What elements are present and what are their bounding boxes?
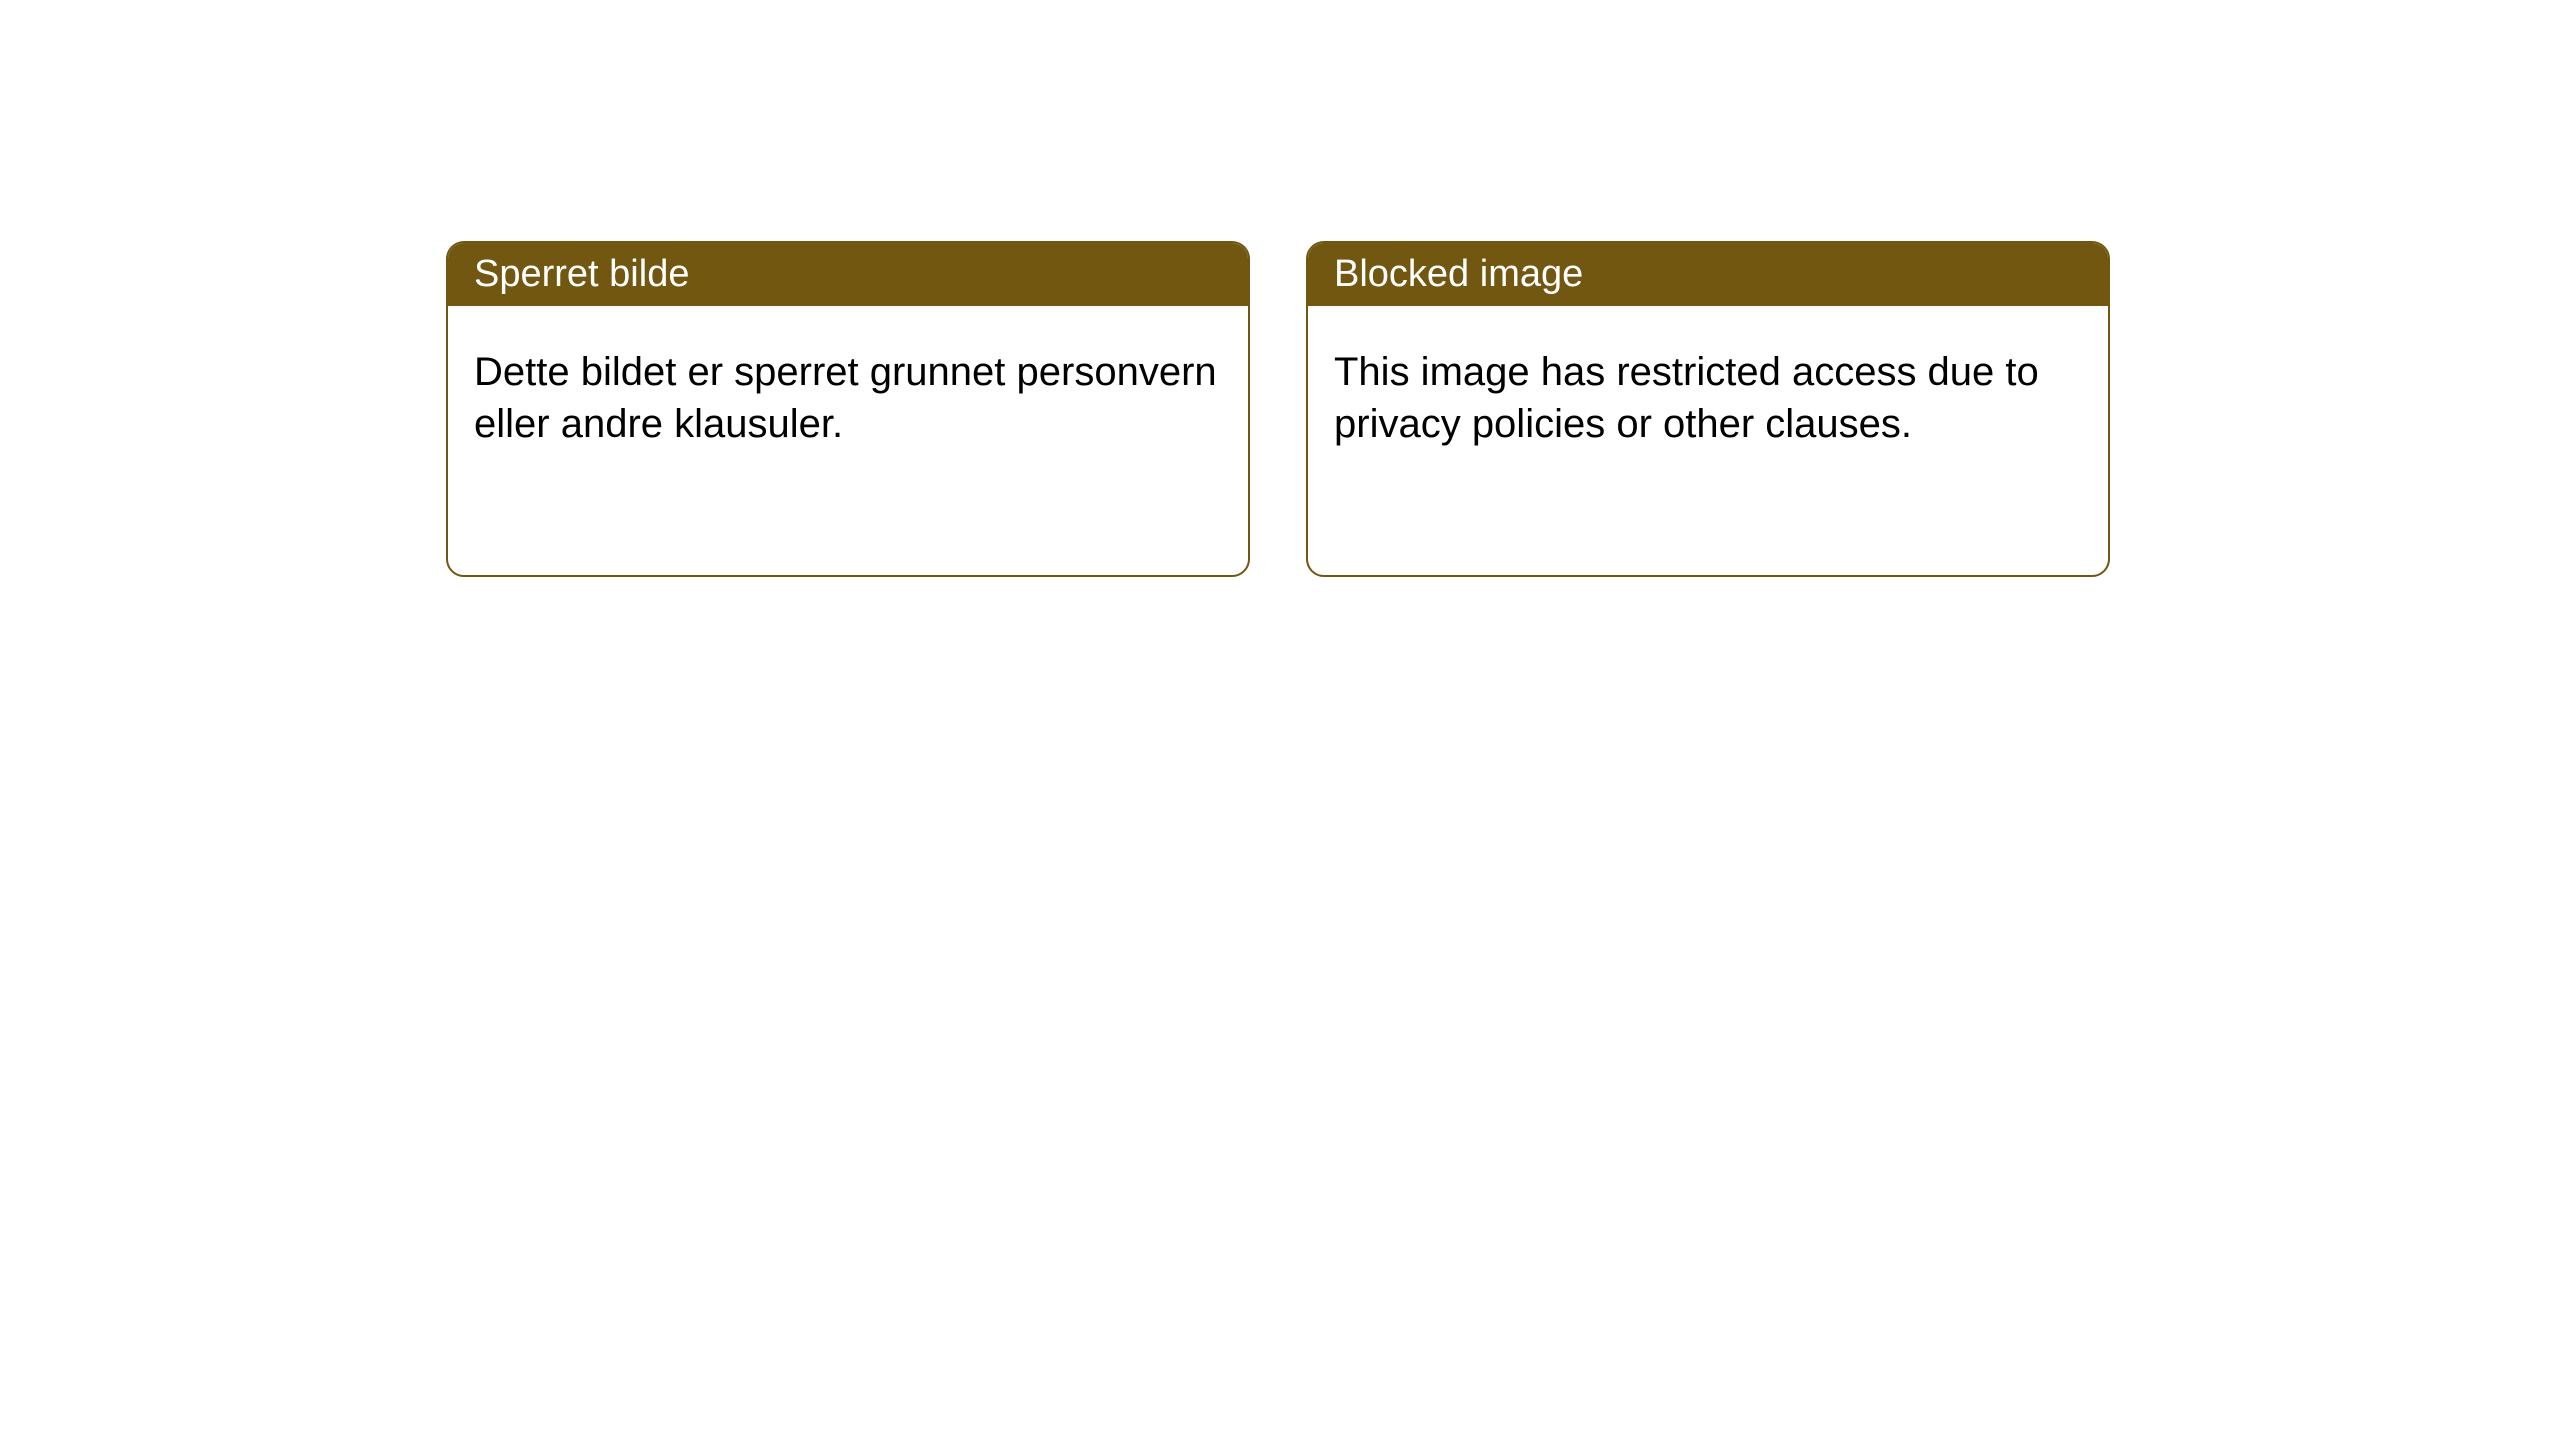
notice-card-norwegian: Sperret bilde Dette bildet er sperret gr… — [446, 241, 1250, 577]
notice-card-header: Blocked image — [1308, 243, 2108, 306]
notice-card-text: This image has restricted access due to … — [1334, 350, 2039, 446]
notice-container: Sperret bilde Dette bildet er sperret gr… — [0, 0, 2560, 577]
notice-card-title: Sperret bilde — [474, 253, 689, 295]
notice-card-english: Blocked image This image has restricted … — [1306, 241, 2110, 577]
notice-card-text: Dette bildet er sperret grunnet personve… — [474, 350, 1217, 446]
notice-card-body: Dette bildet er sperret grunnet personve… — [448, 306, 1248, 490]
notice-card-body: This image has restricted access due to … — [1308, 306, 2108, 490]
notice-card-header: Sperret bilde — [448, 243, 1248, 306]
notice-card-title: Blocked image — [1334, 253, 1583, 295]
